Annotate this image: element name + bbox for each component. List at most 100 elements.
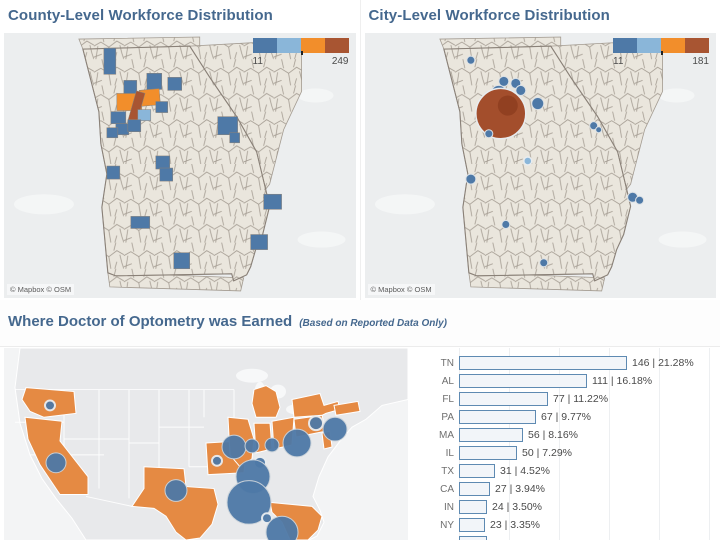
city-legend-labels: 11 181	[613, 56, 709, 67]
us-orange-state-tx[interactable]	[131, 466, 219, 540]
us-orange-state-mi[interactable]	[251, 385, 281, 418]
county-highlight[interactable]	[110, 111, 127, 124]
bar-value-label: 24 | 3.50%	[492, 501, 543, 513]
county-legend-min: 11	[252, 56, 263, 67]
us-circle-mark[interactable]	[45, 452, 67, 474]
county-highlight[interactable]	[167, 77, 182, 91]
county-highlight[interactable]	[106, 127, 119, 139]
us-circle-mark[interactable]	[308, 415, 324, 432]
county-highlight[interactable]	[123, 80, 138, 96]
city-symbol-map[interactable]: 11 181 © Mapbox © OSM	[364, 33, 717, 298]
bar-category-label: TX	[441, 465, 454, 477]
bar-row-tx: TX 31 | 4.52%	[410, 462, 720, 480]
us-circle-mark[interactable]	[265, 515, 299, 540]
bar[interactable]	[459, 356, 627, 370]
us-circle-mark[interactable]	[322, 416, 348, 442]
city-circle-mark[interactable]	[634, 195, 644, 205]
us-orange-state-ma[interactable]	[333, 400, 361, 416]
legend-swatch[interactable]	[637, 38, 661, 53]
county-choropleth-map[interactable]: 11 249 © Mapbox © OSM	[4, 33, 356, 298]
us-circle-mark[interactable]	[226, 480, 272, 525]
city-circle-mark[interactable]	[514, 84, 526, 96]
county-highlight[interactable]	[155, 101, 169, 113]
county-highlight[interactable]	[263, 193, 282, 210]
bar-row-partial	[410, 534, 720, 540]
county-map-canvas[interactable]	[4, 33, 356, 298]
bar[interactable]	[459, 464, 495, 478]
county-highlight[interactable]	[103, 47, 117, 75]
county-highlight[interactable]	[173, 252, 190, 270]
city-circle-mark[interactable]	[522, 156, 533, 166]
legend-midpoint-tick	[300, 51, 303, 55]
city-circle-mark[interactable]	[538, 258, 548, 268]
us-circle-mark[interactable]	[211, 454, 223, 467]
city-circle-mark[interactable]	[497, 75, 509, 87]
bar-row-al: AL 111 | 16.18%	[410, 372, 720, 390]
us-circle-mark[interactable]	[282, 428, 312, 458]
city-circle-mark[interactable]	[594, 126, 602, 134]
county-highlight[interactable]	[146, 73, 163, 90]
legend-swatch[interactable]	[324, 38, 349, 53]
bar-row-pa: PA 67 | 9.77%	[410, 408, 720, 426]
us-circle-mark[interactable]	[261, 512, 273, 525]
legend-swatch[interactable]	[276, 38, 301, 53]
us-circle-mark[interactable]	[264, 437, 280, 453]
us-map-canvas[interactable]	[4, 348, 408, 540]
us-circle-mark[interactable]	[164, 479, 188, 502]
bar-row-fl: FL 77 | 11.22%	[410, 390, 720, 408]
city-circle-mark[interactable]	[483, 129, 493, 139]
county-highlight[interactable]	[217, 116, 238, 136]
bar-row-il: IL 50 | 7.29%	[410, 444, 720, 462]
city-legend-swatches[interactable]	[613, 38, 709, 55]
bar-row-in: IN 24 | 3.50%	[410, 498, 720, 516]
map-attribution[interactable]: © Mapbox © OSM	[367, 284, 435, 295]
bar[interactable]	[459, 410, 536, 424]
bar[interactable]	[459, 500, 487, 514]
city-circle-mark[interactable]	[500, 219, 510, 229]
bar-value-label: 77 | 11.22%	[553, 393, 609, 405]
legend-swatch[interactable]	[252, 38, 277, 53]
county-highlight[interactable]	[137, 109, 152, 121]
bar[interactable]	[459, 518, 485, 532]
bar[interactable]	[459, 482, 490, 496]
us-circle-mark[interactable]	[221, 434, 247, 460]
county-highlight[interactable]	[127, 119, 142, 132]
city-circle-mark[interactable]	[474, 87, 527, 140]
city-color-legend[interactable]: 11 181	[613, 38, 709, 67]
map-attribution[interactable]: © Mapbox © OSM	[7, 284, 75, 295]
education-title-text: Where Doctor of Optometry was Earned	[8, 313, 293, 330]
bar[interactable]	[459, 374, 587, 388]
county-color-legend[interactable]: 11 249	[252, 38, 349, 67]
county-highlight[interactable]	[250, 234, 268, 250]
bar[interactable]	[459, 428, 523, 442]
us-orange-state-fl[interactable]	[269, 501, 323, 540]
bar-row-ma: MA 56 | 8.16%	[410, 426, 720, 444]
legend-swatch[interactable]	[300, 38, 325, 53]
bar[interactable]	[459, 446, 517, 460]
city-circle-mark[interactable]	[530, 96, 544, 111]
city-circle-mark[interactable]	[465, 55, 475, 65]
city-panel-title: City-Level Workforce Distribution	[368, 7, 610, 24]
us-circle-mark[interactable]	[44, 399, 56, 412]
bar-category-label: TN	[440, 357, 454, 369]
legend-swatch[interactable]	[613, 38, 637, 53]
bar[interactable]	[459, 392, 548, 406]
legend-swatch[interactable]	[685, 38, 709, 53]
county-highlight[interactable]	[155, 155, 171, 170]
city-map-canvas[interactable]	[364, 33, 717, 298]
city-circle-mark[interactable]	[497, 95, 518, 116]
bar-category-label: NY	[440, 519, 454, 531]
county-highlight[interactable]	[229, 132, 240, 144]
county-highlight[interactable]	[130, 216, 151, 229]
city-circle-mark[interactable]	[464, 173, 476, 185]
bar[interactable]	[459, 536, 487, 540]
city-legend-max: 181	[692, 56, 709, 67]
county-legend-swatches[interactable]	[252, 38, 349, 55]
county-panel: County-Level Workforce Distribution 11 2…	[0, 0, 360, 300]
us-symbol-map[interactable]	[4, 348, 408, 540]
legend-swatch[interactable]	[661, 38, 685, 53]
city-circle-mark[interactable]	[588, 121, 598, 131]
us-circle-mark[interactable]	[244, 438, 260, 454]
county-highlight[interactable]	[106, 165, 121, 180]
county-highlight[interactable]	[159, 167, 174, 182]
